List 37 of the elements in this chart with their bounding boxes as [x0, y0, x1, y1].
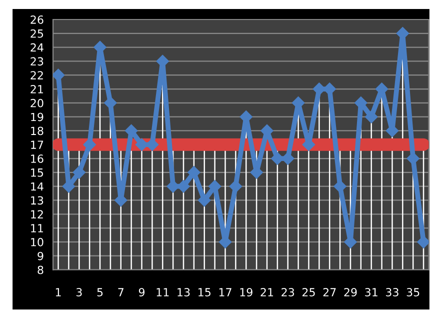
x-tick-label: 3 [76, 288, 82, 296]
x-tick-label: 17 [219, 288, 232, 296]
y-tick-label: 25 [30, 29, 44, 38]
x-tick-label: 7 [118, 288, 124, 296]
x-tick-label: 1 [56, 288, 61, 296]
y-tick-label: 23 [30, 57, 44, 66]
y-tick-label: 11 [31, 224, 43, 232]
y-tick-label: 26 [30, 15, 44, 24]
x-tick-label: 9 [138, 288, 144, 296]
y-tick-label: 14 [31, 182, 44, 191]
x-tick-label: 11 [156, 288, 169, 296]
y-tick-label: 16 [31, 154, 44, 163]
x-tick-label: 19 [240, 288, 252, 296]
x-tick-label: 21 [260, 288, 274, 296]
y-tick-label: 19 [31, 112, 44, 122]
y-tick-label: 21 [30, 84, 43, 94]
x-tick-label: 5 [97, 288, 103, 296]
y-tick-label: 24 [30, 43, 44, 52]
y-tick-label: 13 [31, 196, 44, 205]
y-tick-label: 9 [38, 252, 44, 260]
x-tick-label: 35 [406, 288, 420, 296]
x-tick-label: 29 [344, 288, 357, 296]
x-tick-label: 33 [386, 288, 398, 296]
x-tick-label: 13 [178, 288, 190, 296]
x-tick-label: 31 [365, 288, 378, 296]
y-tick-label: 18 [31, 126, 44, 136]
y-tick-label: 12 [31, 210, 43, 218]
y-tick-label: 8 [38, 266, 44, 274]
x-tick-label: 15 [198, 288, 210, 296]
y-tick-label: 10 [31, 238, 44, 246]
y-tick-label: 20 [30, 98, 44, 108]
x-tick-label: 25 [302, 288, 315, 296]
y-tick-label: 22 [30, 71, 43, 80]
y-tick-label: 17 [31, 140, 44, 149]
y-tick-label: 15 [31, 168, 44, 177]
x-tick-label: 27 [323, 288, 336, 296]
x-tick-label: 23 [282, 288, 294, 296]
